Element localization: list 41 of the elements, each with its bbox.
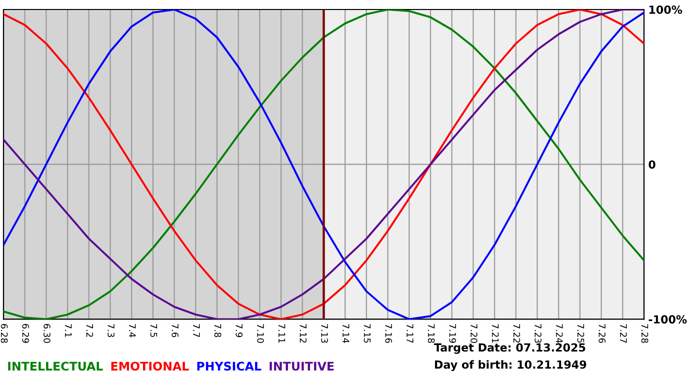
- text: Target Date: 07.13.2025: [434, 343, 586, 354]
- y-tick-label: -100%: [648, 315, 687, 324]
- x-tick-label: 7.20: [470, 324, 478, 343]
- x-tick-label: 7.16: [385, 324, 392, 343]
- x-tick-label: 7.4: [129, 324, 136, 338]
- x-tick-label: 6.29: [22, 324, 30, 343]
- x-tick-label: 7.14: [342, 324, 350, 343]
- x-tick-label: 6.28: [0, 324, 8, 343]
- x-tick-label: 7.2: [86, 324, 94, 337]
- x-tick-label: 7.27: [620, 324, 627, 343]
- x-tick-label: 7.7: [193, 324, 200, 337]
- x-tick-label: 7.3: [108, 324, 114, 337]
- x-tick-label: 7.11: [278, 324, 286, 343]
- x-tick-label: 7.21: [492, 324, 499, 343]
- x-tick-label: 7.8: [214, 324, 222, 338]
- y-tick-label: 0: [648, 160, 656, 169]
- x-tick-label: 7.24: [556, 324, 563, 343]
- x-tick-label: 7.10: [257, 324, 264, 343]
- x-tick-label: 7.5: [150, 324, 158, 337]
- x-tick-label: 7.17: [406, 324, 414, 343]
- x-tick-label: 7.15: [364, 324, 371, 343]
- text: PHYSICAL: [197, 362, 262, 371]
- x-tick-label: 7.18: [428, 324, 435, 343]
- x-tick-label: 7.23: [534, 324, 542, 343]
- x-tick-label: 7.25: [577, 324, 584, 343]
- x-tick-label: 7.22: [513, 324, 520, 343]
- text: Day of birth: 10.21.1949: [435, 360, 586, 371]
- x-tick-label: 6.30: [44, 324, 50, 343]
- x-tick-label: 7.6: [172, 324, 179, 338]
- x-tick-label: 7.1: [65, 324, 72, 337]
- text: INTELLECTUAL: [8, 362, 103, 371]
- x-tick-label: 7.13: [321, 324, 328, 343]
- x-tick-label: 7.9: [236, 324, 243, 338]
- y-tick-label: 100%: [649, 5, 682, 14]
- text: EMOTIONAL: [111, 362, 189, 371]
- x-tick-label: 7.12: [300, 324, 307, 343]
- x-tick-label: 7.28: [641, 324, 648, 343]
- text: INTUITIVE: [270, 362, 334, 371]
- line-series: [4, 10, 644, 320]
- x-tick-label: 7.19: [449, 324, 456, 343]
- x-tick-label: 7.26: [598, 324, 606, 343]
